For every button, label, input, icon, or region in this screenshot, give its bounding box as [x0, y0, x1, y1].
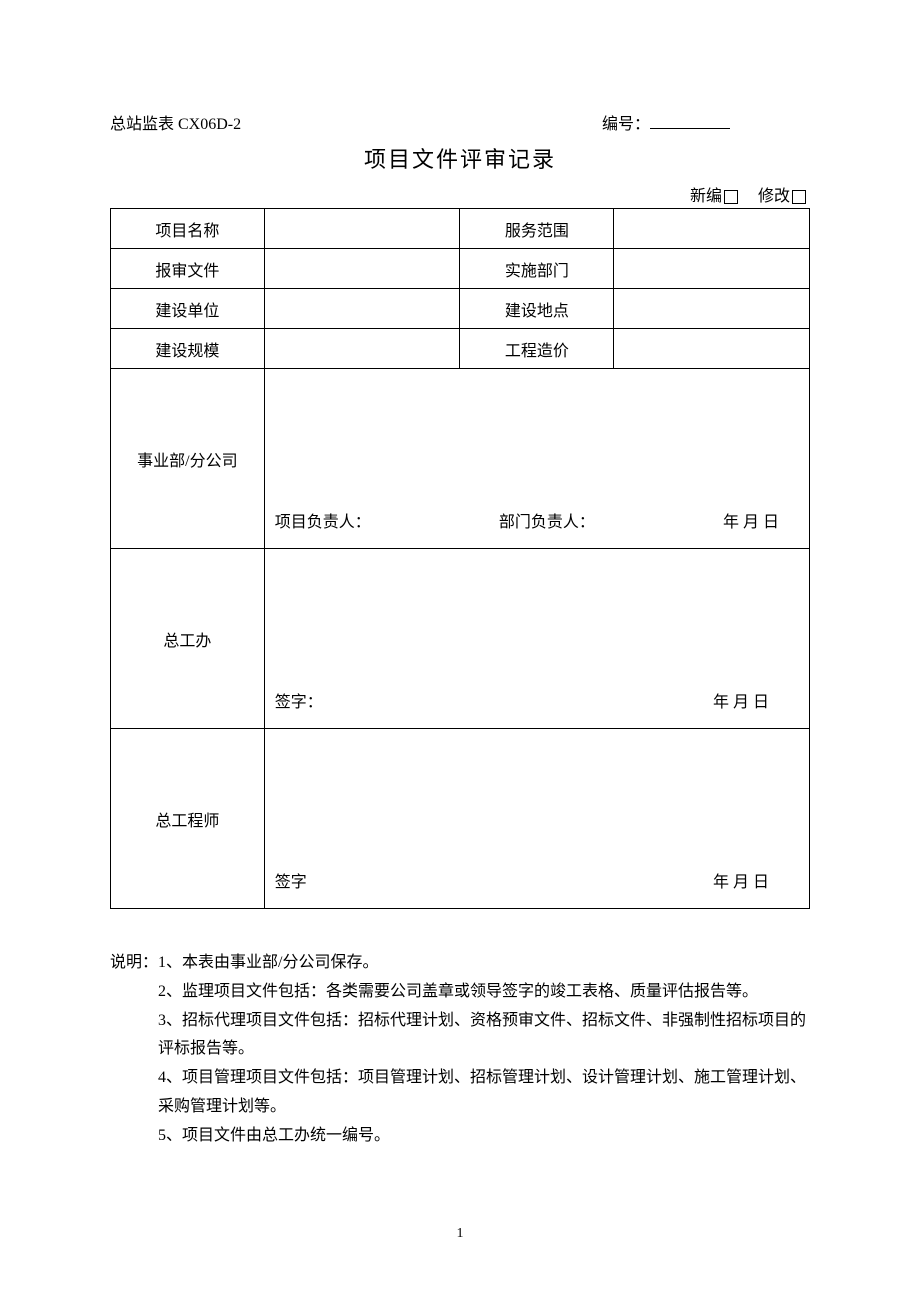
form-code: 总站监表 CX06D-2	[110, 110, 241, 134]
label-build-scale: 建设规模	[111, 329, 265, 369]
main-table: 项目名称 服务范围 报审文件 实施部门 建设单位 建设地点 建设规模 工程造价 …	[110, 208, 810, 909]
label-submit-doc: 报审文件	[111, 249, 265, 289]
value-submit-doc	[264, 249, 460, 289]
label-impl-dept: 实施部门	[460, 249, 614, 289]
notes-section: 说明：1、本表由事业部/分公司保存。 2、监理项目文件包括：各类需要公司盖章或领…	[110, 949, 810, 1151]
page-number: 1	[0, 1226, 920, 1242]
header-row: 总站监表 CX06D-2 编号：	[110, 110, 810, 134]
note-5: 5、项目文件由总工办统一编号。	[110, 1122, 810, 1151]
label-project-cost: 工程造价	[460, 329, 614, 369]
table-row: 建设单位 建设地点	[111, 289, 810, 329]
cell-chief-engineer: 签字 年 月 日	[264, 729, 809, 909]
cell-business-branch: 项目负责人： 部门负责人： 年 月 日	[264, 369, 809, 549]
business-branch-signatures: 项目负责人： 部门负责人： 年 月 日	[265, 508, 809, 532]
number-label: 编号：	[602, 116, 650, 133]
chief-engineer-signature: 签字 年 月 日	[265, 868, 809, 892]
value-project-cost	[614, 329, 810, 369]
value-project-name	[264, 209, 460, 249]
label-build-location: 建设地点	[460, 289, 614, 329]
table-row: 总工程师 签字 年 月 日	[111, 729, 810, 909]
notes-heading: 说明：	[110, 954, 158, 971]
project-leader-label: 项目负责人：	[275, 508, 499, 532]
date-ymd-1: 年 月 日	[723, 508, 799, 532]
value-build-unit	[264, 289, 460, 329]
note-1: 1、本表由事业部/分公司保存。	[158, 954, 378, 971]
note-4: 4、项目管理项目文件包括：项目管理计划、招标管理计划、设计管理计划、施工管理计划…	[110, 1064, 810, 1122]
modify-label: 修改	[758, 188, 790, 205]
signature-label-1: 签字：	[275, 688, 713, 712]
chief-office-signature: 签字： 年 月 日	[265, 688, 809, 712]
note-line-1: 说明：1、本表由事业部/分公司保存。	[110, 949, 810, 978]
label-service-scope: 服务范围	[460, 209, 614, 249]
label-chief-engineer: 总工程师	[111, 729, 265, 909]
date-ymd-3: 年 月 日	[713, 868, 799, 892]
document-title: 项目文件评审记录	[110, 142, 810, 174]
checkbox-new[interactable]	[724, 190, 738, 204]
label-chief-office: 总工办	[111, 549, 265, 729]
checkbox-row: 新编 修改	[110, 182, 810, 206]
signature-label-2: 签字	[275, 868, 713, 892]
new-label: 新编	[690, 188, 722, 205]
note-3: 3、招标代理项目文件包括：招标代理计划、资格预审文件、招标文件、非强制性招标项目…	[110, 1007, 810, 1065]
value-build-scale	[264, 329, 460, 369]
value-service-scope	[614, 209, 810, 249]
label-project-name: 项目名称	[111, 209, 265, 249]
table-row: 项目名称 服务范围	[111, 209, 810, 249]
cell-chief-office: 签字： 年 月 日	[264, 549, 809, 729]
number-label-wrap: 编号：	[602, 110, 810, 134]
value-impl-dept	[614, 249, 810, 289]
number-blank	[650, 113, 730, 129]
value-build-location	[614, 289, 810, 329]
label-business-branch: 事业部/分公司	[111, 369, 265, 549]
table-row: 事业部/分公司 项目负责人： 部门负责人： 年 月 日	[111, 369, 810, 549]
date-ymd-2: 年 月 日	[713, 688, 799, 712]
table-row: 报审文件 实施部门	[111, 249, 810, 289]
checkbox-modify[interactable]	[792, 190, 806, 204]
table-row: 总工办 签字： 年 月 日	[111, 549, 810, 729]
table-row: 建设规模 工程造价	[111, 329, 810, 369]
dept-leader-label: 部门负责人：	[499, 508, 723, 532]
note-2: 2、监理项目文件包括：各类需要公司盖章或领导签字的竣工表格、质量评估报告等。	[110, 978, 810, 1007]
label-build-unit: 建设单位	[111, 289, 265, 329]
